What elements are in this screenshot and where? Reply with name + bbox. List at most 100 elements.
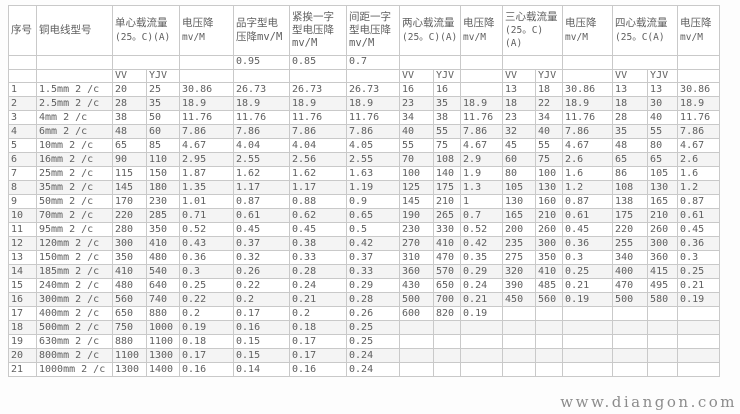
cell-three-yjv: 55 (535, 138, 564, 153)
factor-empty (36, 55, 113, 70)
cell-single-vv: 38 (112, 110, 147, 125)
cell-pin: 0.15 (233, 334, 291, 349)
col-vd-four: 电压降 mv/M (677, 5, 721, 56)
cell-two-vv (399, 362, 435, 377)
table-row: 12 120mm 2 /c 300 410 0.43 0.37 0.38 0.42 270 410… (8, 236, 721, 251)
cell-jian: 0.29 (346, 278, 401, 293)
cell-vd-two: 0.42 (460, 236, 504, 251)
cell-vd-single: 0.43 (179, 236, 235, 251)
single-core-title: 单心载流量 (115, 17, 168, 30)
cell-three-vv: 105 (502, 180, 537, 195)
vvyjv-empty (562, 68, 614, 83)
cell-two-vv (399, 334, 435, 349)
cell-model: 300mm 2 /c (36, 292, 113, 307)
cell-model: 35mm 2 /c (36, 180, 113, 195)
cell-jin: 11.76 (289, 110, 348, 125)
cell-vd-two: 2.9 (460, 152, 504, 167)
cell-pin: 0.37 (233, 236, 291, 251)
table-row: 11 95mm 2 /c 280 350 0.52 0.45 0.45 0.5 230 330 0.… (8, 222, 721, 237)
table-header: 序号 铜电线型号 单心载流量 (25。C)(A) 电压降 mv/M 品字型电压降mv… (8, 5, 721, 83)
cell-three-vv: 390 (502, 278, 537, 293)
cell-pin: 0.15 (233, 348, 291, 363)
cell-pin: 26.73 (233, 82, 291, 97)
cell-vd-four: 0.25 (677, 264, 721, 279)
cell-seq: 18 (8, 320, 37, 335)
cell-pin: 2.55 (233, 152, 291, 167)
col-group-two-core: 两心载流量 (25。C)(A) (399, 5, 462, 56)
cell-two-yjv (433, 320, 462, 335)
cell-four-vv: 18 (612, 96, 649, 111)
cell-vd-four: 0.61 (677, 208, 721, 223)
cell-three-vv: 275 (502, 250, 537, 265)
cell-two-vv: 230 (399, 222, 435, 237)
cell-jian: 18.9 (346, 96, 401, 111)
cell-four-vv: 65 (612, 152, 649, 167)
table-body: 1 1.5mm 2 /c 20 25 30.86 26.73 26.73 26.73 16 16 1… (8, 82, 721, 377)
table-row: 3 4mm 2 /c 38 50 11.76 11.76 11.76 11.76 34 38 11.… (8, 110, 721, 125)
cell-pin: 18.9 (233, 96, 291, 111)
cell-three-yjv (535, 320, 564, 335)
cell-three-yjv (535, 348, 564, 363)
cell-jian: 0.65 (346, 208, 401, 223)
cell-vd-single: 1.35 (179, 180, 235, 195)
factor-empty (8, 55, 37, 70)
col-vd-two: 电压降 mv/M (460, 5, 504, 56)
cell-two-yjv: 16 (433, 82, 462, 97)
cell-four-yjv: 130 (647, 180, 679, 195)
cell-single-vv: 650 (112, 306, 147, 321)
cell-pin: 1.17 (233, 180, 291, 195)
cell-four-vv (612, 334, 649, 349)
table-row: 8 35mm 2 /c 145 180 1.35 1.17 1.17 1.19 125 175 1.… (8, 180, 721, 195)
cell-four-yjv: 65 (647, 152, 679, 167)
cell-vd-four: 11.76 (677, 110, 721, 125)
cell-two-vv: 600 (399, 306, 435, 321)
cell-four-vv: 13 (612, 82, 649, 97)
cell-single-yjv: 25 (145, 82, 181, 97)
cell-vd-single: 0.3 (179, 264, 235, 279)
cell-seq: 19 (8, 334, 37, 349)
cell-vd-four: 0.87 (677, 194, 721, 209)
vd4-title: 电压降 (680, 17, 712, 30)
cell-four-yjv: 260 (647, 222, 679, 237)
cell-four-vv: 255 (612, 236, 649, 251)
cell-four-vv (612, 362, 649, 377)
cell-jian: 0.26 (346, 306, 401, 321)
cell-four-yjv: 360 (647, 250, 679, 265)
cell-two-yjv: 820 (433, 306, 462, 321)
cell-two-yjv: 700 (433, 292, 462, 307)
cell-four-vv: 400 (612, 264, 649, 279)
vd3-title: 电压降 (565, 17, 597, 30)
cell-jin: 0.62 (289, 208, 348, 223)
cell-two-yjv: 175 (433, 180, 462, 195)
factor-empty (562, 55, 614, 70)
cell-vd-two (460, 320, 504, 335)
cell-three-vv: 320 (502, 264, 537, 279)
cell-three-vv: 80 (502, 166, 537, 181)
three-core-title: 三心载流量 (505, 10, 558, 23)
cell-model: 185mm 2 /c (36, 264, 113, 279)
cell-single-yjv: 35 (145, 96, 181, 111)
cell-single-vv: 220 (112, 208, 147, 223)
cell-pin: 0.32 (233, 250, 291, 265)
vvyjv-empty (36, 68, 113, 83)
cell-single-yjv: 880 (145, 306, 181, 321)
cell-model: 630mm 2 /c (36, 334, 113, 349)
cell-two-vv: 34 (399, 110, 435, 125)
vvyjv-empty (179, 68, 235, 83)
cell-vd-four (677, 334, 721, 349)
cell-vd-three: 1.2 (562, 180, 614, 195)
cell-three-yjv: 260 (535, 222, 564, 237)
table-row: 15 240mm 2 /c 480 640 0.25 0.22 0.24 0.29 430 650… (8, 278, 721, 293)
cell-single-yjv: 740 (145, 292, 181, 307)
cell-single-yjv: 50 (145, 110, 181, 125)
cell-vd-single: 30.86 (179, 82, 235, 97)
cell-three-vv (502, 348, 537, 363)
cell-pin: 0.26 (233, 264, 291, 279)
cell-single-yjv: 640 (145, 278, 181, 293)
cell-three-yjv (535, 362, 564, 377)
cell-vd-single: 0.22 (179, 292, 235, 307)
cell-single-vv: 65 (112, 138, 147, 153)
table-row: 5 10mm 2 /c 65 85 4.67 4.04 4.04 4.05 55 75 4.67 45… (8, 138, 721, 153)
cell-jian: 0.37 (346, 250, 401, 265)
three-vv-label: VV (502, 68, 537, 83)
